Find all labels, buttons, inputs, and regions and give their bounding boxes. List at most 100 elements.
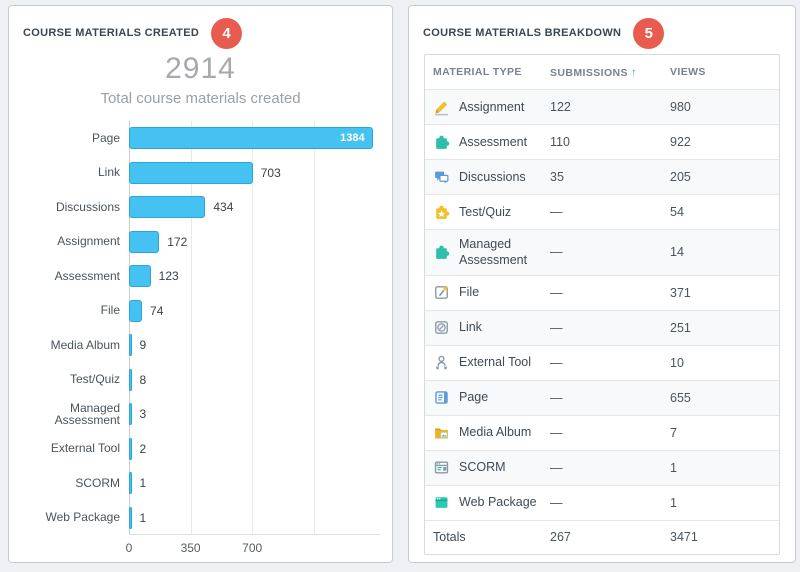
bar[interactable] — [129, 230, 160, 253]
bar-value: 1384 — [340, 132, 365, 145]
bar[interactable] — [129, 368, 132, 391]
table-row: Page — 655 — [425, 379, 779, 415]
gridline — [252, 121, 254, 535]
views-value: 922 — [670, 135, 691, 149]
step-badge-5[interactable]: 5 — [633, 17, 665, 49]
managed-assessment-icon — [433, 244, 450, 261]
panel-title: COURSE MATERIALS CREATED — [23, 27, 200, 39]
bar-value: 74 — [150, 303, 164, 318]
panel-header: COURSE MATERIALS CREATED 4 — [9, 6, 392, 50]
column-header-submissions[interactable]: SUBMISSIONS ↑ — [550, 65, 638, 79]
material-type-label: Discussions — [459, 169, 526, 184]
bar-track: 1 — [129, 466, 386, 501]
views-value: 1 — [670, 495, 677, 510]
totals-row: Totals 267 3471 — [425, 519, 779, 554]
bar-track: 703 — [129, 156, 386, 191]
table-row: Media Album — 7 — [425, 414, 779, 450]
table-row: Assignment 122 980 — [425, 89, 779, 124]
material-type-label: Assessment — [459, 134, 528, 149]
totals-label: Totals — [433, 529, 466, 544]
table-row: Test/Quiz — 54 — [425, 194, 779, 229]
submissions-value: — — [550, 320, 563, 335]
page-icon — [433, 389, 450, 406]
bar-track: 172 — [129, 225, 386, 260]
views-value: 205 — [670, 170, 691, 184]
submissions-value: — — [550, 355, 563, 370]
web-package-icon — [433, 494, 450, 511]
bar-row: External Tool 2 — [9, 432, 386, 467]
x-tick-label: 0 — [125, 541, 133, 555]
course-materials-created-panel: COURSE MATERIALS CREATED 4 2914 Total co… — [8, 5, 393, 563]
bar[interactable] — [129, 506, 132, 529]
step-badge-4[interactable]: 4 — [211, 17, 243, 49]
bar-value: 8 — [139, 372, 147, 387]
bar-track: 1384 — [129, 121, 386, 156]
material-type-label: External Tool — [459, 355, 532, 370]
bar[interactable] — [129, 196, 206, 219]
material-type-label: Page — [459, 390, 489, 405]
bar-row: Media Album 9 — [9, 328, 386, 363]
external-tool-icon — [433, 354, 450, 371]
views-value: 7 — [670, 425, 677, 440]
table-row: File — 371 — [425, 274, 779, 310]
totals-submissions: 267 — [550, 530, 571, 544]
column-header-views[interactable]: VIEWS — [670, 66, 706, 78]
bar-value: 3 — [139, 407, 147, 422]
scorm-icon — [433, 459, 450, 476]
bar-category-label: Test/Quiz — [69, 372, 120, 387]
column-header-material-type[interactable]: MATERIAL TYPE — [433, 66, 522, 78]
assignment-icon — [433, 99, 450, 116]
views-value: 251 — [670, 320, 691, 335]
submissions-value: — — [550, 495, 563, 510]
panel-header: COURSE MATERIALS BREAKDOWN 5 — [409, 6, 795, 50]
bar-category-label: File — [100, 303, 120, 318]
test-quiz-icon — [433, 204, 450, 221]
material-type-label: Managed Assessment — [459, 237, 528, 268]
bar-track: 8 — [129, 363, 386, 398]
table-row: Discussions 35 205 — [425, 159, 779, 194]
gridline — [313, 121, 315, 535]
bar[interactable] — [129, 403, 132, 426]
submissions-value: 122 — [550, 100, 571, 114]
table-row: Link — 251 — [425, 309, 779, 345]
table-row: Managed Assessment — 14 — [425, 229, 779, 275]
bar[interactable] — [129, 334, 132, 357]
bar-category-label: Media Album — [50, 337, 120, 352]
views-value: 1 — [670, 460, 677, 475]
views-value: 14 — [670, 245, 684, 260]
bar[interactable]: 1384 — [129, 127, 373, 150]
bar-row: Page 1384 — [9, 121, 386, 156]
bar-category-label: Assessment — [54, 268, 120, 283]
file-icon — [433, 284, 450, 301]
bar-category-label: Discussions — [55, 199, 120, 214]
total-materials-subtitle: Total course materials created — [100, 90, 301, 107]
material-type-label: Test/Quiz — [459, 204, 512, 219]
views-value: 980 — [670, 100, 691, 114]
link-icon — [433, 319, 450, 336]
bar-row: Managed Assessment 3 — [9, 397, 386, 432]
bar-row: Assignment 172 — [9, 225, 386, 260]
discussions-icon — [433, 169, 450, 186]
material-type-label: File — [459, 285, 480, 300]
bar[interactable] — [129, 299, 143, 322]
bar-category-label: Page — [91, 130, 120, 145]
bar[interactable] — [129, 437, 132, 460]
views-value: 371 — [670, 285, 691, 300]
bar-category-label: Web Package — [45, 510, 121, 525]
bar[interactable] — [129, 472, 132, 495]
x-tick-label: 350 — [180, 541, 201, 555]
bar-value: 703 — [260, 165, 281, 180]
bar-track: 1 — [129, 501, 386, 536]
bar-track: 9 — [129, 328, 386, 363]
material-type-label: Assignment — [459, 99, 525, 114]
submissions-value: — — [550, 245, 563, 260]
bar[interactable] — [129, 265, 151, 288]
bar-category-label: Assignment — [57, 234, 120, 249]
bar-category-label: Link — [97, 165, 120, 180]
media-album-icon — [433, 424, 450, 441]
x-tick-label: 700 — [242, 541, 263, 555]
bar[interactable] — [129, 161, 253, 184]
y-axis-line — [129, 121, 130, 535]
bar-row: Link 703 — [9, 156, 386, 191]
x-axis-line — [129, 534, 380, 535]
